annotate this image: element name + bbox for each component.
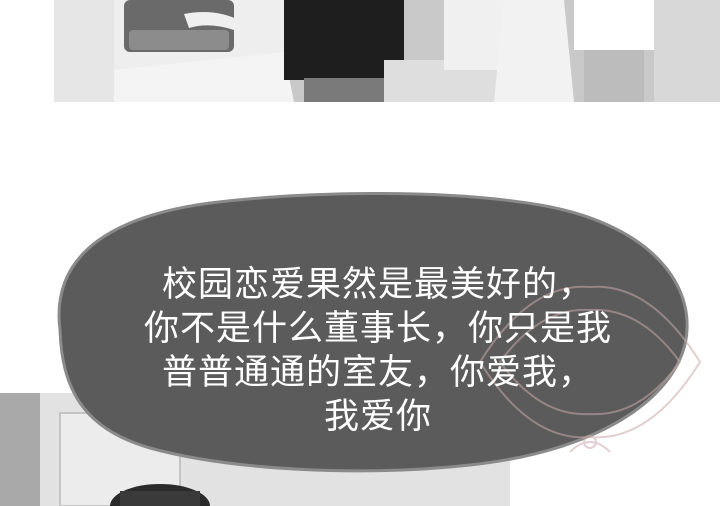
speech-line-1: 校园恋爱果然是最美好的， [161, 265, 594, 305]
kitchen-scene-illustration [54, 0, 720, 102]
top-comic-panel [54, 0, 720, 102]
speech-line-4: 我爱你 [323, 397, 432, 437]
speech-line-2: 你不是什么董事长，你只是我 [143, 309, 612, 349]
watermark-seal [478, 285, 702, 453]
speech-line-3: 普普通通的室友，你爱我， [161, 353, 594, 393]
speech-bubble-text: 校园恋爱果然是最美好的， 你不是什么董事长，你只是我 普普通通的室友，你爱我， … [98, 263, 658, 439]
